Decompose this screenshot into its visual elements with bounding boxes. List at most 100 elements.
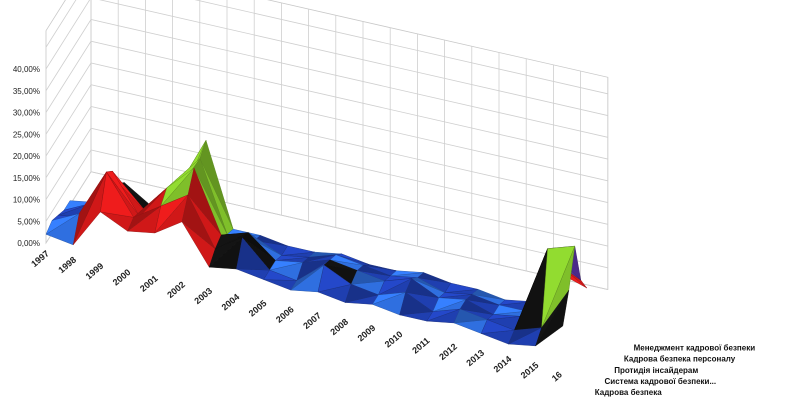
x-tick-label: 2006 — [274, 304, 296, 325]
x-tick-label: 1998 — [56, 255, 78, 276]
surface-patch — [290, 264, 325, 291]
surface-patch — [127, 205, 161, 232]
surface-patch — [242, 232, 276, 261]
surface-patch — [378, 278, 412, 296]
surface-patch — [296, 259, 331, 282]
surface-patch — [453, 308, 488, 324]
grid-horizontal — [45, 106, 608, 225]
chart-walls — [45, 0, 609, 291]
series-tick-label: Менеджмент кадрової безпеки — [634, 344, 756, 353]
x-tick-label: 2010 — [383, 329, 405, 350]
surface-patch — [45, 213, 80, 235]
y-tick-label: 25,00% — [13, 130, 40, 139]
x-tick-label: 2003 — [192, 286, 214, 307]
y-tick-label: 5,00% — [17, 217, 40, 226]
surface-patch — [492, 304, 527, 315]
surface-patch — [363, 264, 397, 271]
surface-patch — [199, 139, 234, 230]
grid-horizontal — [45, 19, 608, 138]
x-tick-label: 1997 — [29, 248, 51, 269]
surface-patch — [181, 194, 216, 250]
surface-patch — [465, 294, 500, 306]
surface-patch — [480, 319, 515, 334]
series-tick-label: Протидія інсайдерам — [614, 366, 698, 375]
surface-patch — [426, 308, 461, 322]
surface-patch — [356, 265, 391, 277]
x-tick-label: 2001 — [138, 273, 160, 294]
x-tick-label: 2015 — [519, 360, 541, 381]
surface-patch — [100, 171, 134, 218]
series-tick-label: Кадрова безпека персоналу — [624, 355, 736, 364]
y-axis-ticks: 0,00% 5,00% 10,00% 15,00% 20,00% 25,00% 30,00%… — [13, 65, 40, 248]
grid-horizontal — [45, 84, 608, 203]
surface-patch — [269, 260, 303, 271]
surface-patch — [405, 278, 439, 298]
surface-patch — [208, 237, 243, 268]
surface-patch — [471, 289, 506, 301]
surface-patch — [371, 292, 406, 305]
x-tick-label: 2000 — [111, 267, 133, 288]
series-tick-label: Кадрова безпека — [595, 388, 662, 397]
y-tick-label: 10,00% — [13, 196, 40, 205]
surface-patch — [73, 171, 107, 245]
surface-patch — [160, 167, 195, 207]
surface-patch — [57, 203, 92, 216]
surface-patch — [432, 297, 467, 312]
y-tick-label: 35,00% — [13, 87, 40, 96]
surface-patch — [106, 170, 140, 217]
y-tick-label: 15,00% — [13, 174, 40, 183]
x-tick-label: 2007 — [301, 310, 323, 331]
x-tick-label: 2005 — [247, 298, 269, 319]
surface-patch — [350, 270, 385, 285]
x-tick-label: 2012 — [437, 341, 459, 362]
surface-patch — [317, 264, 352, 293]
surface-patch — [444, 282, 479, 293]
surface-patch — [302, 254, 337, 263]
surface-patch — [498, 299, 533, 306]
surface-patch — [459, 299, 494, 315]
surface-patch — [187, 167, 222, 236]
surface-patch — [514, 248, 548, 331]
grid-horizontal — [45, 0, 608, 116]
surface-patch — [417, 272, 451, 284]
x-tick-label: 2011 — [410, 335, 431, 355]
x-tick-label: 16 — [550, 369, 564, 383]
surface-patch — [154, 194, 189, 234]
y-tick-label: 30,00% — [13, 109, 40, 118]
surface-patch — [535, 290, 569, 347]
surface-patch — [344, 284, 380, 303]
y-tick-label: 20,00% — [13, 152, 40, 161]
x-tick-label: 2004 — [220, 292, 242, 313]
surface-patch — [399, 292, 434, 316]
x-tick-label: 2014 — [492, 354, 514, 375]
chart-surface — [45, 139, 587, 347]
surface-patch — [214, 232, 249, 250]
surface-patch — [335, 253, 370, 265]
grid-horizontal — [45, 40, 608, 160]
x-tick-label: 2009 — [356, 323, 378, 344]
series-tick-label: Система кадрової безпеки... — [605, 377, 717, 386]
surface-patch — [438, 292, 473, 299]
grid-horizontal — [45, 0, 608, 95]
x-tick-label: 2013 — [464, 348, 486, 369]
surface-patch — [193, 158, 228, 235]
surface-patch — [508, 327, 542, 345]
y-tick-label: 0,00% — [17, 239, 40, 248]
surface-patch — [236, 237, 271, 271]
surface-patch — [323, 259, 358, 271]
x-tick-label: 1999 — [84, 261, 106, 282]
y-tick-label: 40,00% — [13, 65, 40, 74]
x-tick-label: 2002 — [165, 279, 187, 300]
grid-horizontal — [45, 127, 608, 247]
surface-patch — [389, 270, 424, 277]
grid-horizontal — [45, 62, 608, 182]
surface-patch — [263, 269, 297, 281]
chart-gridlines — [45, 0, 609, 290]
surface-patch — [274, 255, 309, 261]
x-tick-label: 2008 — [328, 317, 350, 338]
series-axis-ticks: Кадрова безпека Система кадрової безпеки.… — [595, 344, 755, 397]
back-wall — [90, 0, 609, 291]
grid-horizontal — [45, 149, 608, 269]
surface-patch — [541, 245, 576, 328]
